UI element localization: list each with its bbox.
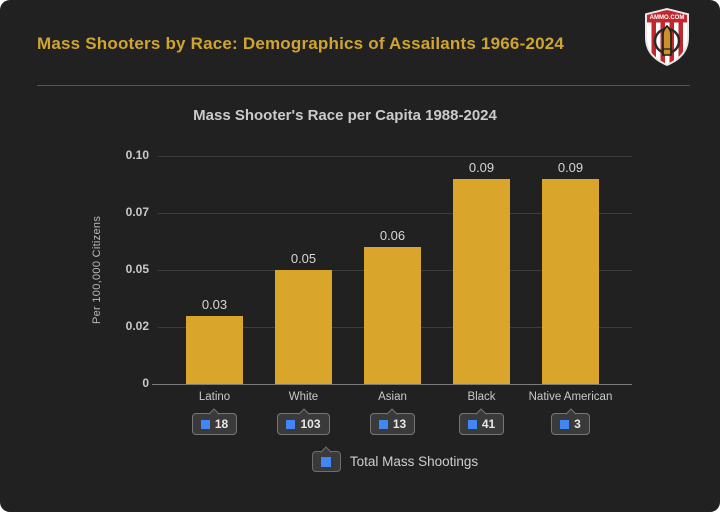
count-value: 3	[574, 417, 581, 431]
bar-value-label: 0.05	[290, 251, 317, 266]
bar-asian[interactable]	[364, 247, 421, 384]
gridline	[158, 156, 632, 157]
bar-slot: 0.05	[259, 156, 348, 384]
count-badge-black: 41	[458, 413, 505, 435]
count-badges-row: 18 103 13 41 3	[170, 413, 615, 435]
bars-container: 0.03 0.05 0.06 0.09 0.09	[170, 156, 615, 384]
plot-area: 0 0.02 0.05 0.07 0.10	[126, 148, 632, 390]
y-axis-tick-label: 0.05	[125, 262, 149, 276]
x-axis-labels: Latino White Asian Black Native American	[170, 391, 615, 403]
bar-value-label: 0.09	[468, 159, 495, 175]
count-badge-cell: 41	[437, 413, 526, 435]
count-badge-asian: 13	[369, 413, 416, 435]
blue-square-icon	[321, 456, 332, 467]
count-badge-cell: 103	[259, 413, 348, 435]
y-axis-title: Per 100,000 Citizens	[91, 215, 103, 325]
bar-value-label: 0.03	[201, 296, 228, 312]
bar-value-label: 0.06	[379, 228, 406, 244]
bar-black[interactable]	[453, 178, 510, 384]
bar-latino[interactable]	[186, 315, 243, 384]
count-badge-cell: 13	[348, 413, 437, 435]
x-axis-label: Latino	[198, 391, 231, 403]
blue-square-icon	[286, 419, 296, 429]
x-axis-label: Asian	[378, 391, 407, 403]
legend-total-mass-shootings[interactable]: Total Mass Shootings	[158, 451, 632, 472]
y-axis-tick-label: 0	[142, 376, 149, 390]
legend-marker-icon	[311, 451, 341, 472]
count-badge-cell: 18	[170, 413, 259, 435]
count-value: 13	[392, 417, 407, 431]
blue-square-icon	[378, 419, 388, 429]
blue-square-icon	[467, 419, 477, 429]
x-axis-label: Black	[467, 391, 496, 403]
blue-square-icon	[560, 419, 570, 429]
page-title: Mass Shooters by Race: Demographics of A…	[37, 34, 565, 53]
count-badge-latino: 18	[191, 413, 238, 435]
bar-slot: 0.09	[526, 156, 615, 384]
bar-value-label: 0.09	[557, 159, 584, 175]
bar-slot: 0.03	[170, 156, 259, 384]
bar-slot: 0.09	[437, 156, 526, 384]
count-badge-native-american: 3	[551, 413, 590, 435]
count-badge-white: 103	[277, 413, 330, 435]
count-badge-cell: 3	[526, 413, 615, 435]
x-axis-label: White	[288, 391, 319, 403]
bar-white[interactable]	[275, 270, 332, 384]
logo-banner-text: AMMO.COM	[650, 15, 685, 21]
x-axis-label: Native American	[528, 391, 613, 403]
count-value: 18	[214, 417, 229, 431]
gridline	[152, 384, 632, 385]
blue-square-icon	[200, 419, 210, 429]
y-axis-tick-label: 0.02	[125, 319, 149, 333]
bar-native-american[interactable]	[542, 178, 599, 384]
ammo-com-logo[interactable]: AMMO.COM	[643, 8, 691, 66]
bullet-icon	[662, 24, 672, 56]
bar-slot: 0.06	[348, 156, 437, 384]
y-axis-tick-label: 0.07	[125, 205, 149, 219]
header-divider	[37, 85, 690, 86]
chart-title: Mass Shooter's Race per Capita 1988-2024	[193, 107, 497, 124]
y-axis-tick-label: 0.10	[125, 148, 149, 162]
count-value: 41	[481, 417, 496, 431]
legend-label: Total Mass Shootings	[349, 454, 479, 469]
count-value: 103	[300, 417, 321, 431]
gridline	[158, 213, 632, 214]
